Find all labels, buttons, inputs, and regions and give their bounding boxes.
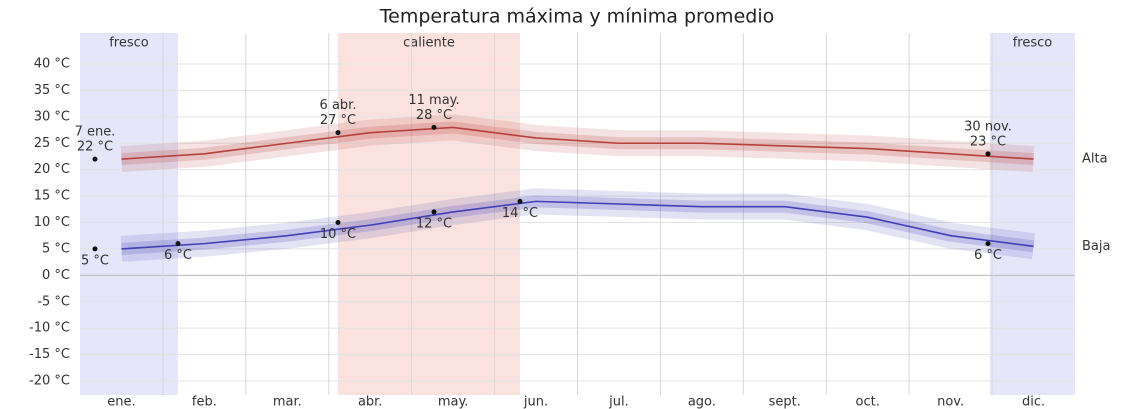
annotation-dot [175,241,181,247]
season-band [80,33,178,395]
annotation-dot [985,151,991,157]
x-tick-label: oct. [856,395,880,409]
annotation-value: 22 °C [77,140,113,155]
annotation-date: 6 abr. [320,98,357,113]
annotation-value: 14 °C [502,206,538,221]
x-tick-label: abr. [358,395,383,409]
annotation-dot [431,209,437,215]
season-label: caliente [403,36,455,51]
annotation-dot [431,124,437,130]
annotation-value: 23 °C [970,134,1006,149]
annotation-value: 5 °C [81,253,109,268]
annotation-date: 30 nov. [964,119,1012,134]
x-tick-label: feb. [192,395,217,409]
y-tick-label: 40 °C [34,57,70,72]
annotation-dot [335,130,341,136]
annotation-dot [335,220,341,225]
annotation-dot [92,246,98,252]
y-tick-label: 25 °C [34,136,70,151]
legend-label: Baja [1082,239,1110,254]
y-tick-label: 15 °C [34,189,70,204]
y-tick-label: 10 °C [34,215,70,230]
y-tick-label: 35 °C [34,83,70,98]
annotation-value: 6 °C [974,248,1002,263]
annotation-value: 6 °C [164,248,192,263]
annotation-date: 7 ene. [75,125,116,140]
annotation-date: 11 may. [408,93,459,108]
series-line [121,200,1034,250]
season-label: fresco [1013,36,1053,51]
y-tick-label: 0 °C [42,268,70,283]
y-tick-label: -10 °C [29,321,70,336]
annotation-value: 12 °C [416,216,452,231]
y-tick-label: 30 °C [34,109,70,124]
annotation-value: 28 °C [416,108,452,123]
x-tick-label: mar. [273,395,302,409]
y-tick-label: 5 °C [42,241,70,256]
y-tick-label: -20 °C [29,374,70,389]
season-band [338,33,520,395]
annotation-value: 10 °C [320,227,356,242]
x-tick-label: sept. [769,395,801,409]
x-tick-label: may. [438,395,469,409]
season-label: fresco [109,36,149,51]
y-tick-label: -15 °C [29,347,70,362]
legend-label: Alta [1082,152,1108,167]
x-tick-label: ene. [107,395,135,409]
x-tick-label: jun. [523,395,548,409]
x-tick-label: dic. [1022,395,1045,409]
x-tick-label: jul. [608,395,629,409]
annotation-dot [985,241,991,247]
y-tick-label: 20 °C [34,162,70,177]
season-band [990,33,1075,395]
annotation-dot [517,198,523,204]
annotation-dot [92,156,98,162]
y-tick-label: -5 °C [37,294,70,309]
annotation-value: 27 °C [320,113,356,128]
x-tick-label: nov. [937,395,964,409]
series-line [121,126,1034,160]
x-tick-label: ago. [688,395,716,409]
chart-title: Temperatura máxima y mínima promedio [379,6,774,28]
